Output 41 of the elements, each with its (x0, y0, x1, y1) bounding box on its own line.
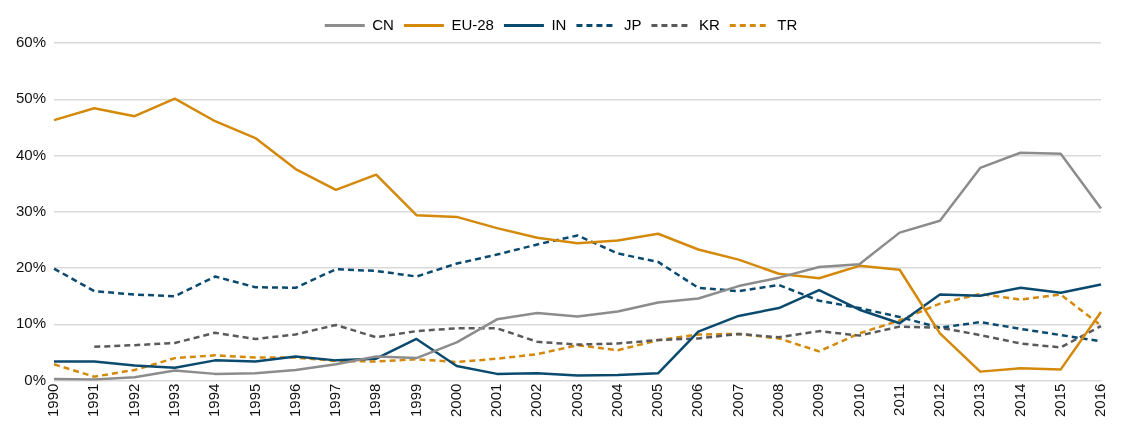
x-tick-label: 2010 (849, 383, 867, 418)
y-tick-label: 0% (24, 370, 47, 388)
x-tick-label: 2001 (487, 383, 505, 418)
line-series (93, 323, 1103, 349)
x-tick-label: 2007 (728, 383, 746, 418)
legend-label: TR (777, 15, 798, 33)
x-tick-label: 1997 (326, 383, 344, 418)
x-tick-label: 2006 (688, 383, 706, 418)
x-tick-label: 1993 (164, 383, 182, 418)
x-tick-label: 1992 (124, 383, 142, 418)
y-tick-label: 60% (15, 33, 47, 51)
legend-label: JP (623, 15, 642, 33)
x-tick-label: 1999 (406, 383, 424, 418)
y-tick-label: 30% (15, 201, 47, 219)
y-tick-label: 20% (15, 258, 47, 276)
x-tick-label: 1990 (44, 383, 62, 418)
x-tick-label: 2008 (768, 383, 786, 418)
x-tick-label: 1998 (366, 383, 384, 418)
x-tick-label: 2000 (446, 383, 464, 418)
x-tick-label: 2014 (1010, 383, 1028, 418)
x-tick-label: 2011 (889, 383, 907, 416)
x-tick-label: 1995 (245, 383, 263, 418)
x-tick-label: 2015 (1050, 383, 1068, 418)
y-tick-label: 40% (15, 145, 47, 163)
x-tick-label: 2013 (970, 383, 988, 418)
x-tick-label: 2002 (527, 383, 545, 418)
y-tick-label: 10% (15, 314, 47, 332)
legend-label: EU-28 (451, 15, 494, 33)
x-tick-label: 2004 (607, 383, 625, 418)
x-tick-label: 1991 (84, 383, 102, 418)
x-tick-label: 1996 (285, 383, 303, 418)
legend-label: CN (372, 15, 394, 33)
x-tick-label: 2016 (1091, 383, 1109, 418)
legend-label: IN (551, 15, 567, 33)
x-tick-label: 2005 (648, 383, 666, 418)
x-tick-label: 2003 (567, 383, 585, 418)
x-tick-label: 2009 (809, 383, 827, 418)
x-tick-label: 1994 (205, 383, 223, 418)
y-tick-label: 50% (15, 89, 47, 107)
x-tick-label: 2012 (930, 383, 948, 418)
legend-label: KR (698, 15, 720, 33)
